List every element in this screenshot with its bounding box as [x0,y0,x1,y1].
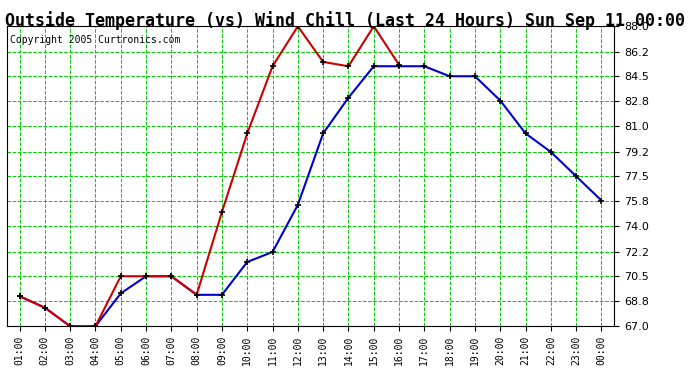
Text: Outside Temperature (vs) Wind Chill (Last 24 Hours) Sun Sep 11 00:00: Outside Temperature (vs) Wind Chill (Las… [5,11,685,30]
Text: Copyright 2005 Curtronics.com: Copyright 2005 Curtronics.com [10,35,180,45]
